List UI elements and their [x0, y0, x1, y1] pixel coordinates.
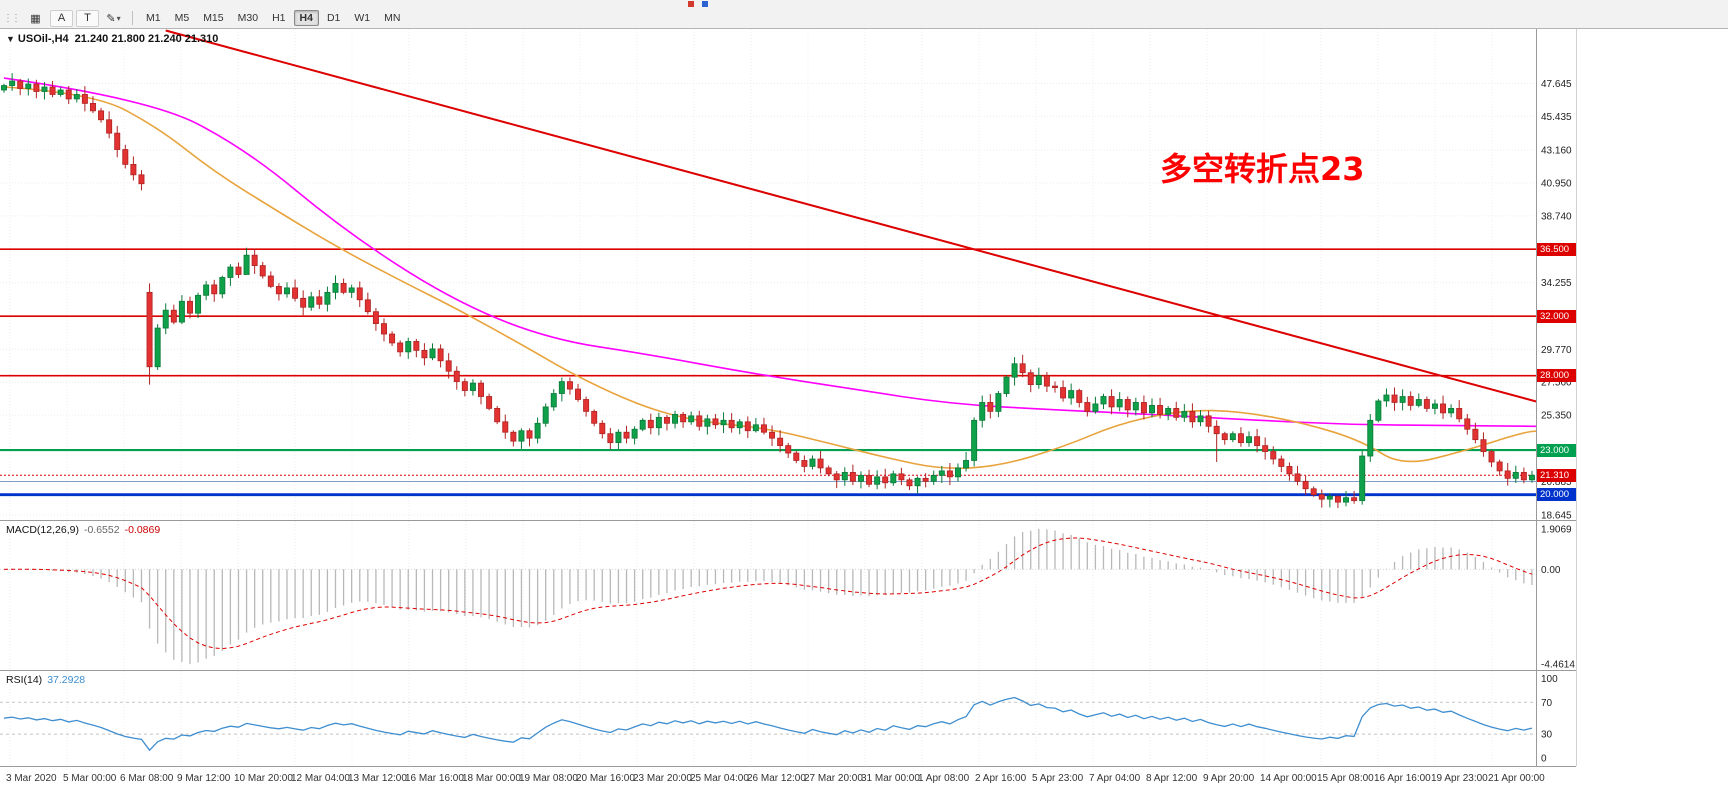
svg-text:1 Apr 08:00: 1 Apr 08:00 — [918, 773, 970, 784]
svg-text:40.950: 40.950 — [1541, 178, 1572, 189]
chart-title: ▼ USOil-,H4 21.240 21.800 21.240 21.310 — [6, 33, 218, 45]
price-scale-labels: 47.645 45.435 43.160 40.950 38.740 34.255 29.7… — [1541, 79, 1575, 765]
svg-text:100: 100 — [1541, 674, 1558, 685]
svg-text:18 Mar 00:00: 18 Mar 00:00 — [462, 773, 521, 784]
svg-text:31 Mar 00:00: 31 Mar 00:00 — [861, 773, 920, 784]
svg-text:12 Mar 04:00: 12 Mar 04:00 — [291, 773, 350, 784]
chevron-down-icon: ▾ — [116, 13, 121, 23]
svg-text:5 Apr 23:00: 5 Apr 23:00 — [1032, 773, 1084, 784]
svg-text:43.160: 43.160 — [1541, 146, 1572, 157]
symbol-period-label: USOil-,H4 — [17, 33, 69, 45]
svg-text:16 Mar 16:00: 16 Mar 16:00 — [405, 773, 464, 784]
svg-text:7 Apr 04:00: 7 Apr 04:00 — [1089, 773, 1141, 784]
svg-text:20 Mar 16:00: 20 Mar 16:00 — [576, 773, 635, 784]
ohlc-readout: 21.240 21.800 21.240 21.310 — [74, 33, 219, 45]
svg-text:30: 30 — [1541, 730, 1553, 741]
svg-text:0: 0 — [1541, 754, 1547, 765]
rsi-indicator-label: RSI(14) 37.2928 — [6, 674, 85, 686]
svg-text:25 Mar 04:00: 25 Mar 04:00 — [690, 773, 749, 784]
horizontal-lines[interactable] — [0, 248, 1536, 497]
svg-text:18.645: 18.645 — [1541, 510, 1572, 521]
window-icon-red[interactable] — [688, 1, 694, 7]
timeframe-h1-button[interactable]: H1 — [272, 12, 286, 24]
macd-histogram — [11, 528, 1533, 665]
timeframe-h4-button[interactable]: H4 — [293, 10, 319, 26]
svg-text:10 Mar 20:00: 10 Mar 20:00 — [234, 773, 293, 784]
macd-name: MACD(12,26,9) — [6, 524, 79, 536]
svg-text:27.560: 27.560 — [1541, 378, 1572, 389]
ma-slow-magenta — [3, 77, 1536, 428]
annotate-a-button[interactable]: A — [50, 9, 73, 27]
timeframe-m15-button[interactable]: M15 — [203, 12, 224, 24]
svg-text:3 Mar 2020: 3 Mar 2020 — [6, 773, 57, 784]
bull-bear-turning-point-annotation: 多空转折点23 — [1160, 150, 1365, 188]
svg-text:29.770: 29.770 — [1541, 345, 1572, 356]
toolbar-drag-handle[interactable]: ⋮⋮ — [3, 12, 21, 24]
svg-text:15 Apr 08:00: 15 Apr 08:00 — [1317, 773, 1374, 784]
svg-text:16 Apr 16:00: 16 Apr 16:00 — [1374, 773, 1431, 784]
svg-text:-4.4614: -4.4614 — [1541, 660, 1575, 671]
svg-text:34.255: 34.255 — [1541, 278, 1572, 289]
window-icon-blue[interactable] — [702, 1, 708, 7]
timeframe-m30-button[interactable]: M30 — [237, 12, 259, 24]
toolbar-separator — [132, 11, 133, 25]
svg-text:19 Mar 08:00: 19 Mar 08:00 — [519, 773, 578, 784]
svg-text:47.645: 47.645 — [1541, 79, 1572, 90]
descending-trendline[interactable] — [165, 29, 1556, 406]
time-axis-labels: 3 Mar 2020 5 Mar 00:00 6 Mar 08:00 9 Mar 12… — [6, 773, 1545, 784]
timeframe-d1-button[interactable]: D1 — [326, 12, 341, 24]
svg-text:26 Mar 12:00: 26 Mar 12:00 — [747, 773, 806, 784]
timeframe-button-group: M1 M5 M15 M30 H1 H4 D1 W1 MN — [140, 10, 406, 26]
svg-text:25.350: 25.350 — [1541, 411, 1572, 422]
svg-text:8 Apr 12:00: 8 Apr 12:00 — [1146, 773, 1198, 784]
svg-text:5 Mar 00:00: 5 Mar 00:00 — [63, 773, 117, 784]
timeframe-m1-button[interactable]: M1 — [146, 12, 161, 24]
draw-tools-button[interactable]: ✎ ▾ — [102, 10, 125, 27]
svg-text:45.435: 45.435 — [1541, 112, 1572, 123]
main-toolbar: ⋮⋮ ▦ A T ✎ ▾ M1 M5 M15 M30 H1 H4 D1 W1 MN — [0, 8, 1728, 29]
svg-text:23 Mar 20:00: 23 Mar 20:00 — [633, 773, 692, 784]
rsi-value: 37.2928 — [47, 674, 86, 686]
svg-text:14 Apr 00:00: 14 Apr 00:00 — [1260, 773, 1317, 784]
collapse-indicator-icon[interactable]: ▼ — [6, 34, 15, 44]
svg-text:20.885: 20.885 — [1541, 477, 1572, 488]
svg-text:6 Mar 08:00: 6 Mar 08:00 — [120, 773, 174, 784]
candlestick-series — [1, 73, 1535, 509]
pencil-icon: ✎ — [106, 12, 116, 25]
pane-dividers[interactable] — [0, 29, 1577, 767]
svg-text:1.9069: 1.9069 — [1541, 524, 1572, 535]
svg-text:9 Apr 20:00: 9 Apr 20:00 — [1203, 773, 1255, 784]
macd-signal-line — [3, 537, 1533, 650]
chart-grid-icon[interactable]: ▦ — [30, 12, 41, 25]
titlebar-strip — [0, 0, 1728, 8]
macd-indicator-label: MACD(12,26,9) -0.6552 -0.0869 — [6, 524, 160, 536]
svg-text:19 Apr 23:00: 19 Apr 23:00 — [1431, 773, 1488, 784]
svg-text:2 Apr 16:00: 2 Apr 16:00 — [975, 773, 1027, 784]
timeframe-mn-button[interactable]: MN — [384, 12, 401, 24]
svg-text:13 Mar 12:00: 13 Mar 12:00 — [348, 773, 407, 784]
macd-main-value: -0.6552 — [83, 524, 120, 536]
ma-fast-orange — [3, 86, 1536, 469]
svg-text:9 Mar 12:00: 9 Mar 12:00 — [177, 773, 231, 784]
svg-text:70: 70 — [1541, 698, 1553, 709]
macd-signal-value: -0.0869 — [124, 524, 161, 536]
rsi-line — [3, 696, 1533, 752]
text-tool-button[interactable]: T — [76, 9, 99, 27]
timeframe-m5-button[interactable]: M5 — [174, 12, 190, 24]
rsi-name: RSI(14) — [6, 674, 43, 686]
svg-text:27 Mar 20:00: 27 Mar 20:00 — [804, 773, 863, 784]
svg-text:21 Apr 00:00: 21 Apr 00:00 — [1488, 773, 1545, 784]
svg-text:38.740: 38.740 — [1541, 211, 1572, 222]
timeframe-w1-button[interactable]: W1 — [354, 12, 371, 24]
svg-text:0.00: 0.00 — [1541, 565, 1561, 576]
